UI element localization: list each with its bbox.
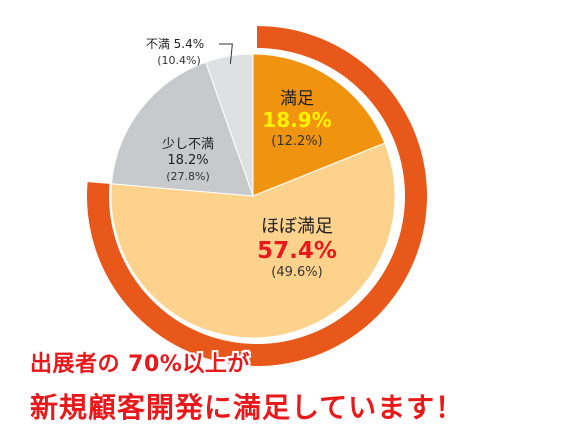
slice-name-slightly-dissatisfied: 少し不満 [162, 137, 214, 152]
slice-previous-satisfied: (12.2%) [271, 134, 322, 149]
leader-line-dissatisfied [219, 43, 233, 64]
pie-slice-slightly-dissatisfied [110, 61, 254, 197]
slice-value-satisfied: 18.9% [262, 108, 331, 132]
pie-slice-dissatisfied [205, 53, 254, 197]
pie-slice-satisfied [252, 53, 386, 197]
slice-value-slightly-dissatisfied: 18.2% [167, 153, 208, 168]
slice-previous-mostly-satisfied: (49.6%) [271, 265, 322, 280]
slice-name-satisfied: 満足 [280, 89, 314, 109]
headline-line2: 新規顧客開発に満足しています！ [30, 391, 465, 424]
headline-line1: 出展者の 70%以上が [30, 352, 250, 377]
slice-previous-dissatisfied: (10.4%) [157, 54, 201, 67]
slice-name-mostly-satisfied: ほぼ満足 [261, 216, 333, 237]
slice-previous-slightly-dissatisfied: (27.8%) [166, 170, 210, 183]
pie-slices [110, 53, 396, 339]
slice-value-mostly-satisfied: 57.4% [257, 238, 337, 264]
slice-name-value-dissatisfied: 不満 5.4% [146, 37, 204, 51]
pie-slice-mostly-satisfied [110, 142, 396, 339]
